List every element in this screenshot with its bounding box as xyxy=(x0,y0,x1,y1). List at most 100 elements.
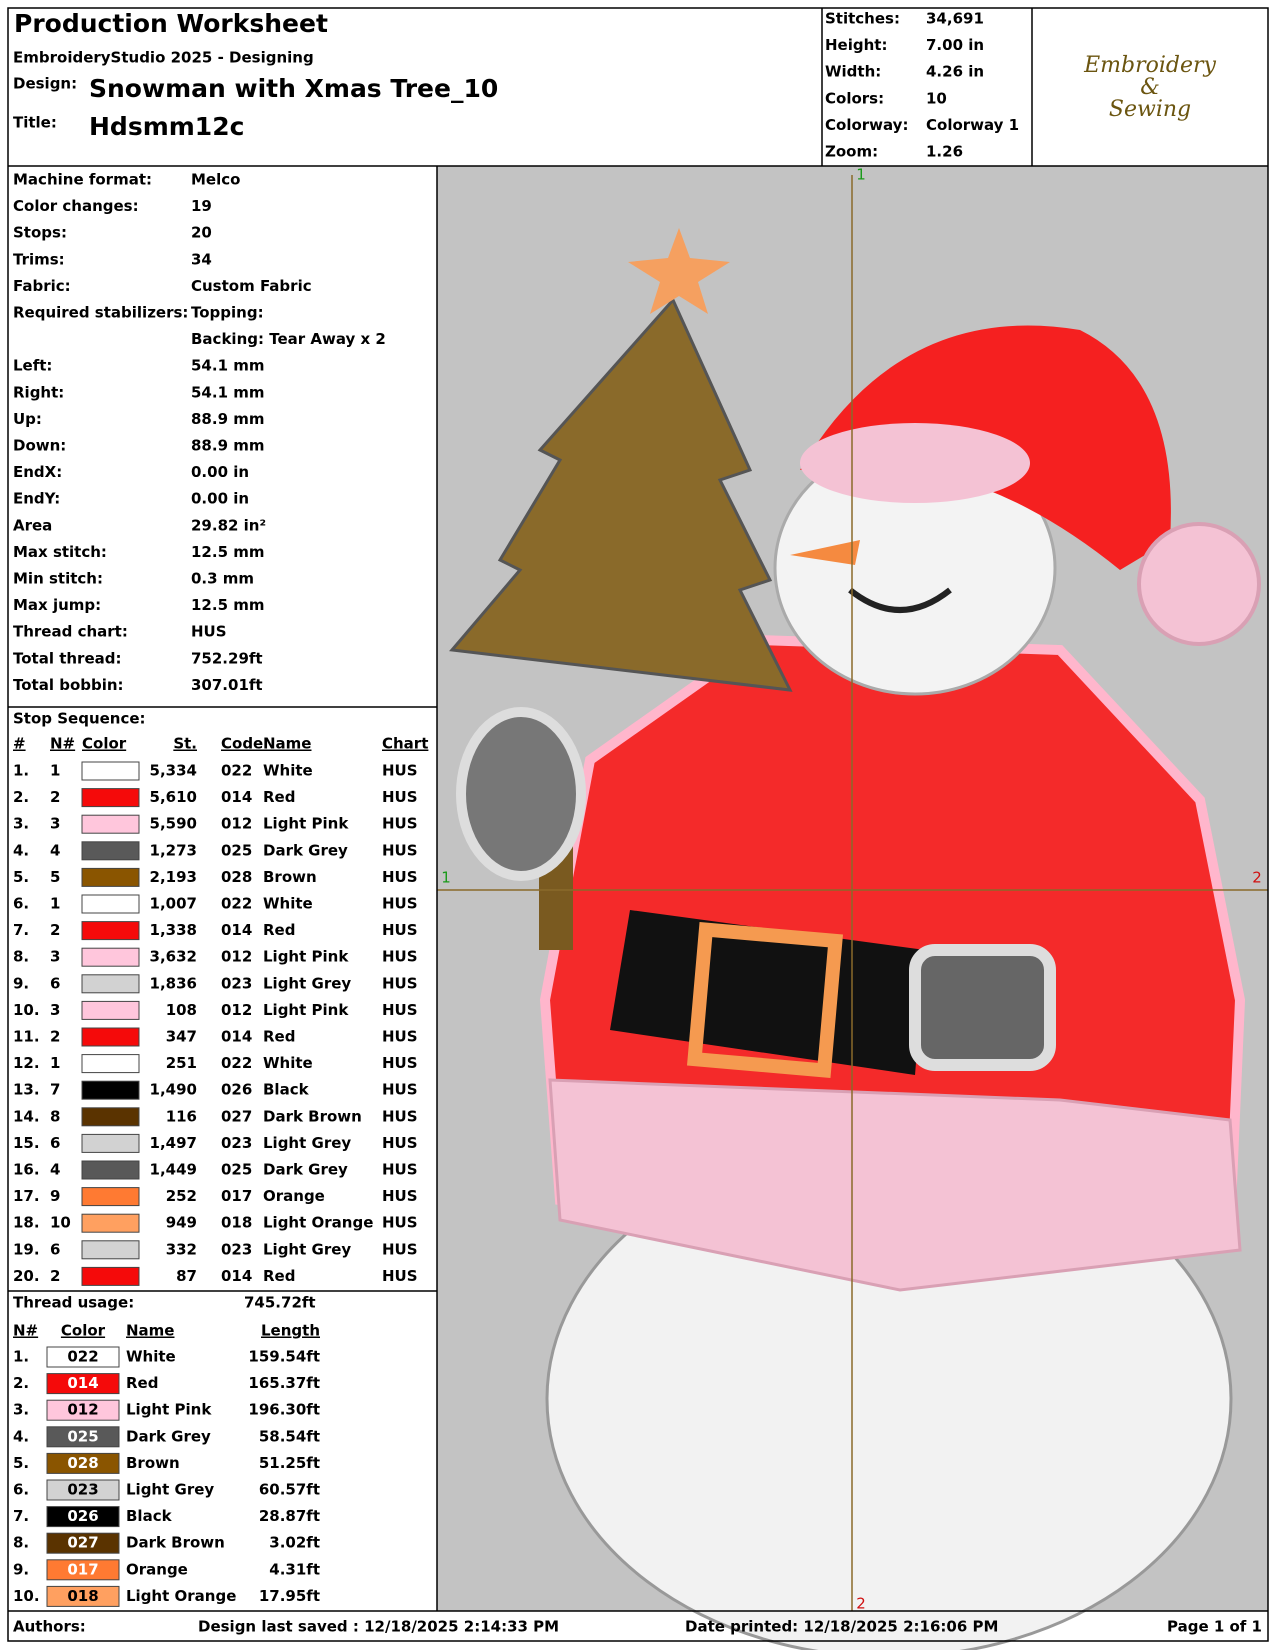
summary-value: Colorway 1 xyxy=(926,116,1019,134)
stop-number: 11. xyxy=(13,1028,40,1046)
summary-label: Colorway: xyxy=(825,116,908,134)
summary-value: 4.26 in xyxy=(926,63,984,81)
stitch-count: 87 xyxy=(176,1267,197,1285)
machine-label: Total thread: xyxy=(13,649,121,667)
color-swatch xyxy=(81,1266,140,1286)
stitch-count: 1,449 xyxy=(150,1161,197,1179)
machine-value: 12.5 mm xyxy=(191,543,265,561)
color-swatch xyxy=(81,1187,140,1207)
machine-value: 752.29ft xyxy=(191,649,263,667)
thread-name: White xyxy=(263,1054,313,1072)
needle-number: 1 xyxy=(50,895,60,913)
column-header: N# xyxy=(13,1322,38,1340)
thread-code: 012 xyxy=(67,1401,98,1419)
thread-name: Light Orange xyxy=(126,1587,236,1605)
thread-name: Dark Brown xyxy=(263,1107,362,1125)
axis-label: 1 xyxy=(441,869,451,887)
summary-value: 7.00 in xyxy=(926,36,984,54)
thread-name: Light Grey xyxy=(263,974,351,992)
needle-number: 5 xyxy=(50,868,60,886)
thread-chart: HUS xyxy=(382,1267,418,1285)
thread-chart: HUS xyxy=(382,1134,418,1152)
needle-number: 2 xyxy=(50,921,60,939)
column-header: Color xyxy=(82,735,127,753)
column-header: Length xyxy=(261,1322,320,1340)
design-name: Snowman with Xmas Tree_10 xyxy=(89,74,498,103)
machine-label: EndY: xyxy=(13,490,60,508)
stitch-count: 1,273 xyxy=(150,841,197,859)
stitch-count: 1,007 xyxy=(150,895,197,913)
summary-value: 10 xyxy=(926,89,947,107)
thread-code: 012 xyxy=(221,1001,252,1019)
thread-code: 025 xyxy=(221,841,252,859)
needle-number: 6 xyxy=(50,1134,60,1152)
thread-code: 017 xyxy=(67,1560,98,1578)
needle-number: 1 xyxy=(50,1054,60,1072)
thread-code: 022 xyxy=(221,762,252,780)
thread-name: Light Grey xyxy=(126,1481,214,1499)
machine-label: Trims: xyxy=(13,250,65,268)
thread-name: White xyxy=(263,762,313,780)
color-swatch xyxy=(81,1107,140,1127)
thread-code: 018 xyxy=(67,1587,98,1605)
stop-number: 12. xyxy=(13,1054,40,1072)
thread-chart: HUS xyxy=(382,815,418,833)
thread-code: 023 xyxy=(221,1134,252,1152)
color-swatch xyxy=(81,841,140,861)
thread-name: Black xyxy=(126,1507,173,1525)
color-swatch xyxy=(81,867,140,887)
machine-value: 54.1 mm xyxy=(191,357,265,375)
thread-name: Red xyxy=(263,1028,295,1046)
footer-printed: Date printed: 12/18/2025 2:16:06 PM xyxy=(685,1618,998,1636)
thread-chart: HUS xyxy=(382,762,418,780)
color-swatch xyxy=(81,1133,140,1153)
color-swatch xyxy=(81,974,140,994)
stop-number: 8. xyxy=(13,948,29,966)
color-swatch xyxy=(46,1373,120,1395)
thread-name: White xyxy=(126,1348,176,1366)
thread-name: Red xyxy=(263,788,295,806)
needle-number: 2 xyxy=(50,1028,60,1046)
machine-value: 19 xyxy=(191,197,212,215)
needle-number: 7 xyxy=(50,1081,60,1099)
thread-chart: HUS xyxy=(382,788,418,806)
color-swatch xyxy=(81,1080,140,1100)
needle-number: 9 xyxy=(50,1187,60,1205)
thread-code: 014 xyxy=(221,921,252,939)
thread-chart: HUS xyxy=(382,1001,418,1019)
thread-total: 745.72ft xyxy=(244,1294,316,1312)
stop-number: 10. xyxy=(13,1001,40,1019)
machine-value: HUS xyxy=(191,623,227,641)
needle-number: 8 xyxy=(50,1107,60,1125)
usage-number: 7. xyxy=(13,1507,29,1525)
thread-code: 023 xyxy=(221,1240,252,1258)
needle-number: 4 xyxy=(50,1161,60,1179)
stitch-count: 3,632 xyxy=(150,948,197,966)
color-swatch xyxy=(46,1479,120,1501)
column-header: Color xyxy=(61,1322,106,1340)
usage-number: 3. xyxy=(13,1401,29,1419)
thread-name: Brown xyxy=(126,1454,180,1472)
thread-name: Dark Grey xyxy=(126,1427,211,1445)
thread-name: Light Pink xyxy=(263,948,349,966)
color-swatch xyxy=(81,894,140,914)
color-swatch xyxy=(46,1426,120,1448)
thread-name: Light Grey xyxy=(263,1240,351,1258)
thread-code: 023 xyxy=(221,974,252,992)
column-header: Chart xyxy=(382,735,428,753)
thread-chart: HUS xyxy=(382,948,418,966)
machine-value: 0.00 in xyxy=(191,463,249,481)
machine-label: Min stitch: xyxy=(13,570,103,588)
thread-chart: HUS xyxy=(382,1240,418,1258)
machine-label: Right: xyxy=(13,383,64,401)
thread-code: 025 xyxy=(67,1427,98,1445)
machine-label: Fabric: xyxy=(13,277,71,295)
thread-code: 012 xyxy=(221,948,252,966)
summary-label: Width: xyxy=(825,63,881,81)
stop-number: 4. xyxy=(13,841,29,859)
color-swatch xyxy=(81,947,140,967)
color-swatch xyxy=(81,1213,140,1233)
thread-code: 018 xyxy=(221,1214,252,1232)
stop-number: 9. xyxy=(13,974,29,992)
machine-value: 88.9 mm xyxy=(191,410,265,428)
